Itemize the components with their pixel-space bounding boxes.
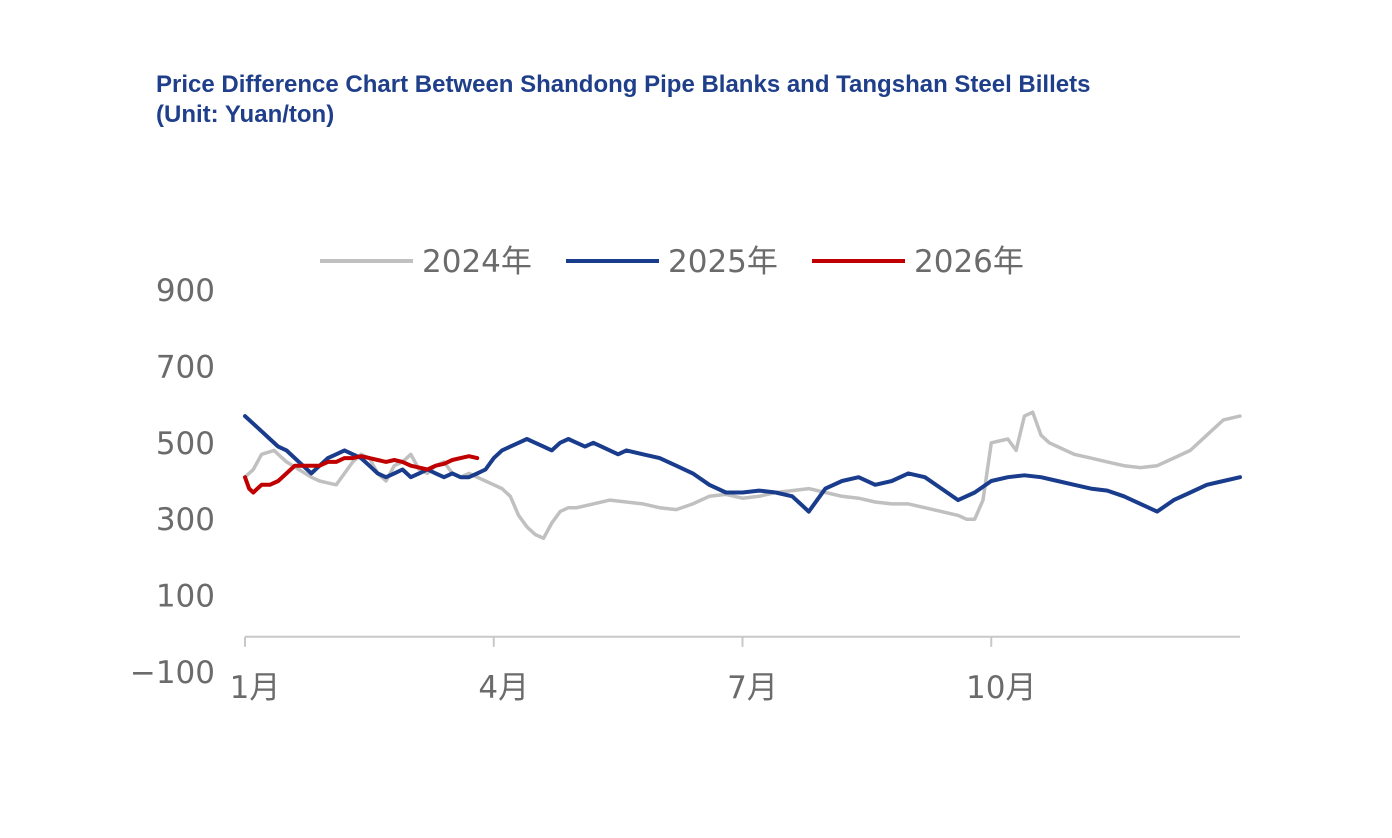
y-axis-ticks: 900 700 500 300 100 −100 — [130, 273, 215, 691]
series-lines — [243, 410, 1242, 541]
x-axis: 1月 4月 7月 10月 — [230, 635, 1240, 706]
y-tick-label: −100 — [130, 655, 215, 691]
x-tick-label: 1月 — [230, 670, 281, 706]
y-tick-label: 700 — [156, 349, 215, 385]
y-tick-label: 900 — [156, 273, 215, 309]
y-tick-label: 100 — [156, 579, 215, 615]
legend: 2024年 2025年 2026年 — [320, 244, 1024, 280]
x-tick-label: 7月 — [727, 670, 778, 706]
legend-label: 2025年 — [668, 244, 778, 280]
legend-label: 2026年 — [914, 244, 1024, 280]
x-tick-label: 10月 — [966, 670, 1036, 706]
x-tick-label: 4月 — [478, 670, 529, 706]
series-line-2026年 — [243, 454, 480, 495]
chart-title: Price Difference Chart Between Shandong … — [156, 70, 1356, 130]
y-tick-label: 300 — [156, 502, 215, 538]
chart-title-line1: Price Difference Chart Between Shandong … — [156, 71, 1091, 98]
series-line-2025年 — [243, 414, 1242, 514]
y-tick-label: 500 — [156, 426, 215, 462]
legend-label: 2024年 — [422, 244, 532, 280]
chart-title-line2: (Unit: Yuan/ton) — [156, 101, 335, 128]
